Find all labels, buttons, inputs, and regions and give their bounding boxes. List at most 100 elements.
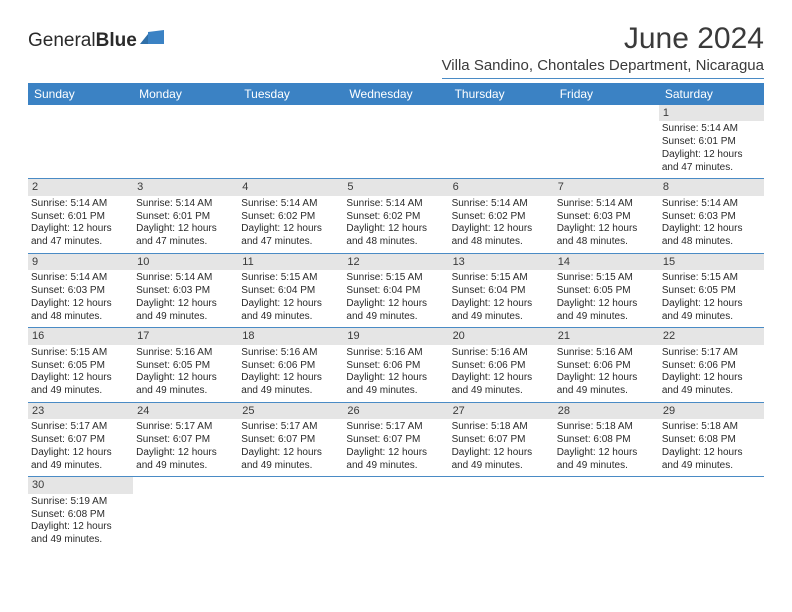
day-details: Sunrise: 5:17 AMSunset: 6:06 PMDaylight:… xyxy=(659,345,764,402)
day-number: 14 xyxy=(554,254,659,270)
day-number: 4 xyxy=(238,179,343,195)
sunset-text: Sunset: 6:02 PM xyxy=(346,211,445,224)
daylight-text: Daylight: 12 hours and 49 minutes. xyxy=(452,447,551,473)
day-details: Sunrise: 5:15 AMSunset: 6:04 PMDaylight:… xyxy=(238,270,343,327)
day-number: 17 xyxy=(133,328,238,344)
day-number: 15 xyxy=(659,254,764,270)
day-header: Thursday xyxy=(449,83,554,105)
calendar-cell: 1Sunrise: 5:14 AMSunset: 6:01 PMDaylight… xyxy=(659,105,764,179)
day-details: Sunrise: 5:14 AMSunset: 6:01 PMDaylight:… xyxy=(28,196,133,253)
day-details: Sunrise: 5:14 AMSunset: 6:01 PMDaylight:… xyxy=(659,121,764,178)
sunset-text: Sunset: 6:06 PM xyxy=(452,360,551,373)
daylight-text: Daylight: 12 hours and 49 minutes. xyxy=(241,298,340,324)
sunset-text: Sunset: 6:03 PM xyxy=(662,211,761,224)
calendar-cell: 20Sunrise: 5:16 AMSunset: 6:06 PMDayligh… xyxy=(449,328,554,402)
day-number: 9 xyxy=(28,254,133,270)
calendar-cell: 6Sunrise: 5:14 AMSunset: 6:02 PMDaylight… xyxy=(449,179,554,253)
day-details: Sunrise: 5:14 AMSunset: 6:03 PMDaylight:… xyxy=(659,196,764,253)
daylight-text: Daylight: 12 hours and 49 minutes. xyxy=(31,521,130,547)
calendar-row: 16Sunrise: 5:15 AMSunset: 6:05 PMDayligh… xyxy=(28,328,764,402)
calendar-cell xyxy=(343,105,448,179)
day-number: 3 xyxy=(133,179,238,195)
day-details: Sunrise: 5:15 AMSunset: 6:05 PMDaylight:… xyxy=(659,270,764,327)
calendar-cell: 18Sunrise: 5:16 AMSunset: 6:06 PMDayligh… xyxy=(238,328,343,402)
sunset-text: Sunset: 6:07 PM xyxy=(31,434,130,447)
sunrise-text: Sunrise: 5:17 AM xyxy=(662,347,761,360)
sunrise-text: Sunrise: 5:18 AM xyxy=(557,421,656,434)
day-details: Sunrise: 5:14 AMSunset: 6:02 PMDaylight:… xyxy=(343,196,448,253)
day-header: Tuesday xyxy=(238,83,343,105)
sunrise-text: Sunrise: 5:15 AM xyxy=(31,347,130,360)
sunset-text: Sunset: 6:06 PM xyxy=(241,360,340,373)
sunset-text: Sunset: 6:06 PM xyxy=(662,360,761,373)
day-header-row: Sunday Monday Tuesday Wednesday Thursday… xyxy=(28,83,764,105)
daylight-text: Daylight: 12 hours and 49 minutes. xyxy=(557,298,656,324)
day-details: Sunrise: 5:17 AMSunset: 6:07 PMDaylight:… xyxy=(28,419,133,476)
day-header: Saturday xyxy=(659,83,764,105)
day-details: Sunrise: 5:14 AMSunset: 6:02 PMDaylight:… xyxy=(238,196,343,253)
sunrise-text: Sunrise: 5:14 AM xyxy=(662,198,761,211)
brand-name: GeneralBlue xyxy=(28,30,137,52)
day-number: 24 xyxy=(133,403,238,419)
day-details: Sunrise: 5:15 AMSunset: 6:04 PMDaylight:… xyxy=(343,270,448,327)
sunset-text: Sunset: 6:08 PM xyxy=(662,434,761,447)
day-number: 5 xyxy=(343,179,448,195)
sunset-text: Sunset: 6:04 PM xyxy=(241,285,340,298)
sunrise-text: Sunrise: 5:15 AM xyxy=(241,272,340,285)
daylight-text: Daylight: 12 hours and 47 minutes. xyxy=(136,223,235,249)
daylight-text: Daylight: 12 hours and 49 minutes. xyxy=(136,372,235,398)
daylight-text: Daylight: 12 hours and 48 minutes. xyxy=(346,223,445,249)
brand-logo: GeneralBlue xyxy=(28,30,166,52)
calendar-cell xyxy=(554,477,659,551)
calendar-cell: 19Sunrise: 5:16 AMSunset: 6:06 PMDayligh… xyxy=(343,328,448,402)
day-number: 26 xyxy=(343,403,448,419)
daylight-text: Daylight: 12 hours and 47 minutes. xyxy=(241,223,340,249)
daylight-text: Daylight: 12 hours and 49 minutes. xyxy=(662,372,761,398)
day-details: Sunrise: 5:15 AMSunset: 6:05 PMDaylight:… xyxy=(554,270,659,327)
day-details: Sunrise: 5:18 AMSunset: 6:08 PMDaylight:… xyxy=(554,419,659,476)
sunset-text: Sunset: 6:02 PM xyxy=(241,211,340,224)
day-number: 19 xyxy=(343,328,448,344)
day-number: 2 xyxy=(28,179,133,195)
day-details: Sunrise: 5:14 AMSunset: 6:03 PMDaylight:… xyxy=(554,196,659,253)
sunrise-text: Sunrise: 5:16 AM xyxy=(346,347,445,360)
sunset-text: Sunset: 6:03 PM xyxy=(31,285,130,298)
day-details: Sunrise: 5:17 AMSunset: 6:07 PMDaylight:… xyxy=(133,419,238,476)
calendar-cell: 24Sunrise: 5:17 AMSunset: 6:07 PMDayligh… xyxy=(133,402,238,476)
day-number: 1 xyxy=(659,105,764,121)
sunset-text: Sunset: 6:01 PM xyxy=(136,211,235,224)
day-details: Sunrise: 5:16 AMSunset: 6:06 PMDaylight:… xyxy=(343,345,448,402)
calendar-row: 23Sunrise: 5:17 AMSunset: 6:07 PMDayligh… xyxy=(28,402,764,476)
sunset-text: Sunset: 6:02 PM xyxy=(452,211,551,224)
sunrise-text: Sunrise: 5:14 AM xyxy=(662,123,761,136)
daylight-text: Daylight: 12 hours and 49 minutes. xyxy=(346,447,445,473)
day-header: Friday xyxy=(554,83,659,105)
calendar-cell: 16Sunrise: 5:15 AMSunset: 6:05 PMDayligh… xyxy=(28,328,133,402)
calendar-cell xyxy=(449,105,554,179)
day-details: Sunrise: 5:16 AMSunset: 6:05 PMDaylight:… xyxy=(133,345,238,402)
sunrise-text: Sunrise: 5:14 AM xyxy=(31,272,130,285)
page-header: GeneralBlue June 2024 Villa Sandino, Cho… xyxy=(28,22,764,79)
sunset-text: Sunset: 6:01 PM xyxy=(31,211,130,224)
daylight-text: Daylight: 12 hours and 48 minutes. xyxy=(31,298,130,324)
sunset-text: Sunset: 6:07 PM xyxy=(241,434,340,447)
daylight-text: Daylight: 12 hours and 48 minutes. xyxy=(662,223,761,249)
calendar-cell: 30Sunrise: 5:19 AMSunset: 6:08 PMDayligh… xyxy=(28,477,133,551)
day-number: 10 xyxy=(133,254,238,270)
sunrise-text: Sunrise: 5:14 AM xyxy=(136,272,235,285)
calendar-cell: 7Sunrise: 5:14 AMSunset: 6:03 PMDaylight… xyxy=(554,179,659,253)
location-text: Villa Sandino, Chontales Department, Nic… xyxy=(442,57,764,74)
day-number: 29 xyxy=(659,403,764,419)
day-number: 6 xyxy=(449,179,554,195)
brand-flag-icon xyxy=(140,30,166,51)
day-details: Sunrise: 5:16 AMSunset: 6:06 PMDaylight:… xyxy=(238,345,343,402)
sunrise-text: Sunrise: 5:15 AM xyxy=(346,272,445,285)
sunrise-text: Sunrise: 5:16 AM xyxy=(452,347,551,360)
sunrise-text: Sunrise: 5:14 AM xyxy=(557,198,656,211)
daylight-text: Daylight: 12 hours and 49 minutes. xyxy=(241,447,340,473)
daylight-text: Daylight: 12 hours and 49 minutes. xyxy=(557,372,656,398)
day-header: Monday xyxy=(133,83,238,105)
day-number: 11 xyxy=(238,254,343,270)
sunset-text: Sunset: 6:01 PM xyxy=(662,136,761,149)
daylight-text: Daylight: 12 hours and 47 minutes. xyxy=(31,223,130,249)
